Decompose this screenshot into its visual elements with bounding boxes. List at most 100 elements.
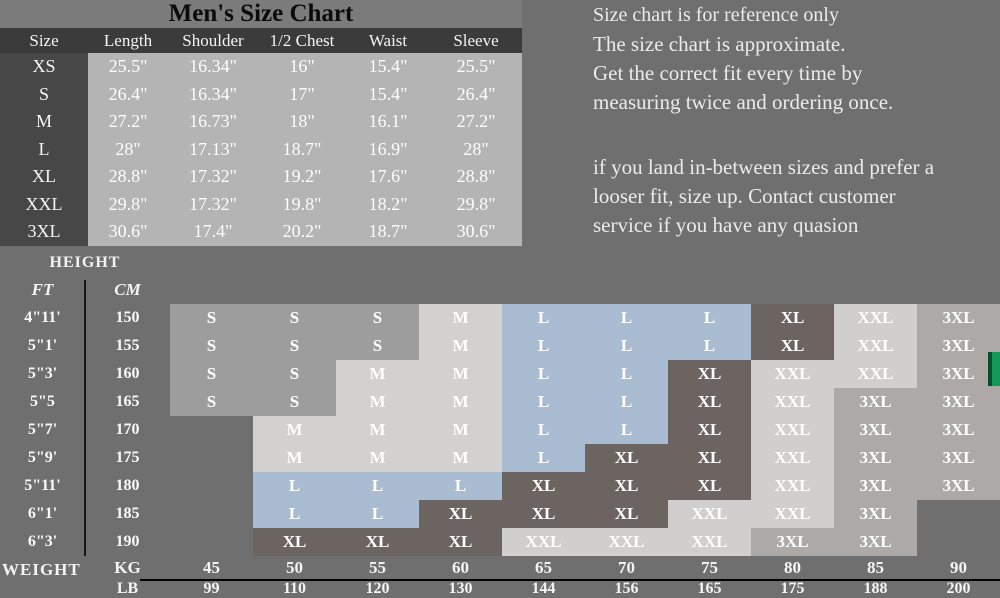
fit-matrix-size-cell: 3XL xyxy=(917,388,1000,416)
cm-unit-label: CM xyxy=(114,280,141,299)
fit-matrix-size-cell: XXL xyxy=(834,332,917,360)
measurement-column-header: Length xyxy=(103,30,153,50)
weight-lb-value: 200 xyxy=(946,580,971,597)
fit-matrix-header: HEIGHT xyxy=(0,252,1000,278)
weight-kg-value: 70 xyxy=(618,558,635,577)
height-cm-value: 165 xyxy=(115,393,140,410)
fit-matrix-size-cell: XL xyxy=(336,528,419,556)
measurement-value-cell: 17.4" xyxy=(168,218,258,246)
fit-matrix-size-cell: 3XL xyxy=(751,528,834,556)
weight-kg-value: 75 xyxy=(701,558,718,577)
height-ft-value: 4"11' xyxy=(24,309,61,326)
fit-matrix-empty-cell xyxy=(170,528,253,556)
measurement-value-cell: 29.8" xyxy=(88,190,168,218)
weight-kg-value: 80 xyxy=(784,558,801,577)
fit-matrix-empty-cell xyxy=(170,444,253,472)
fit-matrix-size-cell: M xyxy=(419,388,502,416)
weight-lb-value: 120 xyxy=(365,580,390,597)
fit-matrix-empty-cell xyxy=(170,416,253,444)
weight-lb-value: 156 xyxy=(614,580,639,597)
fit-matrix-size-cell: L xyxy=(253,472,336,500)
height-cm-value: 170 xyxy=(115,421,140,438)
measurement-value-cell: 27.2" xyxy=(430,108,522,136)
ft-unit-label: FT xyxy=(31,280,54,299)
fit-matrix-size-cell: L xyxy=(336,472,419,500)
measurement-value-cell: 27.2" xyxy=(88,108,168,136)
measurement-column-header: Shoulder xyxy=(182,30,244,50)
weight-kg-value: 65 xyxy=(535,558,552,577)
measurement-value-cell: 17.13" xyxy=(168,135,258,163)
measurement-column-header: Waist xyxy=(368,30,408,50)
fit-matrix-size-cell: S xyxy=(336,332,419,360)
fit-matrix-size-cell: S xyxy=(253,304,336,332)
fit-matrix-size-cell: XL xyxy=(502,500,585,528)
measurement-value-cell: 25.5" xyxy=(430,53,522,81)
height-ft-value: 5"5 xyxy=(30,393,55,410)
measurement-value-cell: 17.32" xyxy=(168,163,258,191)
fit-matrix-size-cell: L xyxy=(502,416,585,444)
fit-matrix-size-cell: L xyxy=(668,332,751,360)
measurement-table-row: XL 28.8" 17.32" 19.2" 17.6" 28.8" xyxy=(0,163,522,191)
height-cm-value: 160 xyxy=(115,365,140,382)
measurement-value-cell: 18.2" xyxy=(346,190,430,218)
size-label-cell: M xyxy=(0,108,88,136)
height-ft-value: 5"7' xyxy=(27,421,58,438)
fit-matrix-size-cell: M xyxy=(419,360,502,388)
fit-matrix-size-cell: XL xyxy=(419,500,502,528)
weight-lb-value: 175 xyxy=(780,580,805,597)
fit-matrix-size-cell: 3XL xyxy=(917,416,1000,444)
fit-matrix-size-cell: M xyxy=(336,444,419,472)
fit-matrix-size-cell: XXL xyxy=(751,500,834,528)
fit-matrix-size-cell: XXL xyxy=(751,360,834,388)
fit-matrix-size-cell: XXL xyxy=(834,304,917,332)
height-cm-value: 190 xyxy=(115,533,140,550)
fit-matrix-size-cell: L xyxy=(419,472,502,500)
measurement-value-cell: 17.32" xyxy=(168,190,258,218)
weight-kg-value: 55 xyxy=(369,558,386,577)
fit-matrix-size-cell: XXL xyxy=(751,472,834,500)
fit-matrix-size-cell: L xyxy=(502,360,585,388)
weight-kg-value: 60 xyxy=(452,558,469,577)
height-ft-value: 6"3' xyxy=(27,533,58,550)
weight-kg-value: 45 xyxy=(203,558,220,577)
fit-matrix-size-cell: XXL xyxy=(668,500,751,528)
weight-lb-value: 130 xyxy=(448,580,473,597)
size-label-cell: L xyxy=(0,135,88,163)
fit-matrix-size-cell: XL xyxy=(585,444,668,472)
measurement-table-row: L 28" 17.13" 18.7" 16.9" 28" xyxy=(0,135,522,163)
fit-matrix-size-cell: XL xyxy=(585,472,668,500)
size-label-cell: XL xyxy=(0,163,88,191)
height-cm-value: 175 xyxy=(115,449,140,466)
measurement-table: Size Length Shoulder 1/2 Chest Waist Sleeve X… xyxy=(0,28,522,246)
fit-matrix-size-cell: M xyxy=(419,416,502,444)
fit-matrix-size-cell: 3XL xyxy=(834,500,917,528)
weight-kg-value: 90 xyxy=(950,558,967,577)
measurement-value-cell: 16" xyxy=(258,53,346,81)
fit-matrix-size-cell: L xyxy=(585,332,668,360)
fit-matrix-size-cell: XL xyxy=(502,472,585,500)
weight-lb-value: 110 xyxy=(282,580,307,597)
weight-lb-value: 99 xyxy=(203,580,220,597)
measurement-value-cell: 28" xyxy=(430,135,522,163)
fit-matrix-size-cell: 3XL xyxy=(834,388,917,416)
fit-matrix-size-cell: XXL xyxy=(585,528,668,556)
size-label-cell: XXL xyxy=(0,190,88,218)
fit-matrix-size-cell: XXL xyxy=(668,528,751,556)
fit-matrix-size-cell: XL xyxy=(751,304,834,332)
weight-lb-value: 188 xyxy=(863,580,888,597)
height-cm-value: 150 xyxy=(115,309,140,326)
fit-matrix-size-cell: S xyxy=(336,304,419,332)
fit-matrix-size-cell: M xyxy=(419,332,502,360)
fit-matrix-size-cell: 3XL xyxy=(917,332,1000,360)
measurement-value-cell: 26.4" xyxy=(88,80,168,108)
notes-paragraph-approximate: The size chart is approximate. Get the c… xyxy=(593,32,894,114)
fit-matrix-size-cell: 3XL xyxy=(834,444,917,472)
fit-matrix-size-cell: 3XL xyxy=(917,472,1000,500)
measurement-value-cell: 30.6" xyxy=(88,218,168,246)
measurement-value-cell: 18.7" xyxy=(258,135,346,163)
fit-matrix-size-cell: S xyxy=(170,388,253,416)
ft-cm-divider-line xyxy=(84,280,86,556)
fit-matrix-size-cell: S xyxy=(170,304,253,332)
measurement-table-section: Men's Size Chart Size Length Shoulder 1/2 C… xyxy=(0,0,522,246)
